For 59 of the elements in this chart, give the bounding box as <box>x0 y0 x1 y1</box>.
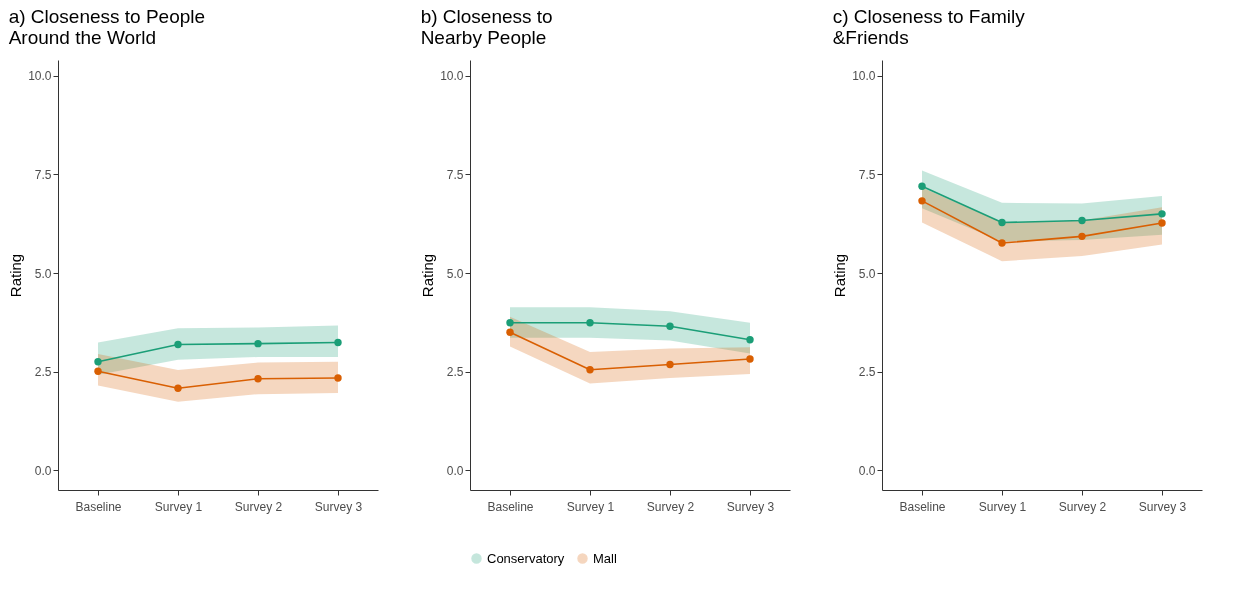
legend-label: Conservatory <box>487 550 565 566</box>
x-tick-label: Survey 2 <box>1058 499 1107 514</box>
point <box>998 218 1006 227</box>
x-tick-label: Baseline <box>487 499 534 514</box>
point <box>746 355 754 363</box>
y-axis-title: Rating <box>7 253 25 298</box>
y-axis-title: Rating <box>831 253 849 298</box>
point <box>586 319 594 327</box>
y-tick-label: 10.0 <box>440 69 464 84</box>
y-tick-label: 7.5 <box>446 167 464 182</box>
x-tick-label: Survey 1 <box>154 499 203 514</box>
point <box>174 384 182 392</box>
point <box>586 365 594 374</box>
y-tick-label: 2.5 <box>446 365 464 380</box>
point <box>918 197 926 205</box>
x-tick-label: Survey 1 <box>978 499 1027 514</box>
y-tick-label: 10.0 <box>852 69 876 84</box>
point <box>254 375 262 383</box>
point <box>746 336 754 344</box>
point <box>666 360 674 369</box>
y-tick-label: 5.0 <box>446 266 464 281</box>
point <box>506 319 514 327</box>
legend-label: Mall <box>593 550 617 566</box>
point <box>666 322 674 330</box>
chart-title: b) Closeness to Nearby People <box>420 6 553 48</box>
y-tick-label: 7.5 <box>34 167 52 182</box>
chart-title: a) Closeness to People Around the World <box>8 6 206 48</box>
y-tick-label: 10.0 <box>28 69 52 84</box>
x-tick-label: Survey 3 <box>726 499 775 514</box>
point <box>94 358 102 366</box>
point <box>334 338 342 347</box>
y-tick-label: 7.5 <box>858 167 876 182</box>
y-tick-label: 2.5 <box>34 365 52 380</box>
point <box>918 182 926 190</box>
point <box>254 339 262 348</box>
point <box>174 340 182 349</box>
y-tick-label: 2.5 <box>858 365 876 380</box>
point <box>998 239 1006 247</box>
y-tick-label: 0.0 <box>446 463 464 478</box>
x-tick-label: Survey 3 <box>1138 499 1187 514</box>
y-axis-title: Rating <box>419 253 437 298</box>
point <box>1078 232 1086 241</box>
x-tick-label: Baseline <box>899 499 946 514</box>
x-tick-label: Baseline <box>75 499 122 514</box>
y-tick-label: 5.0 <box>858 266 876 281</box>
x-tick-label: Survey 1 <box>566 499 615 514</box>
point <box>506 328 514 336</box>
point <box>334 374 342 382</box>
y-tick-label: 0.0 <box>34 463 52 478</box>
x-tick-label: Survey 2 <box>646 499 695 514</box>
x-tick-label: Survey 2 <box>234 499 283 514</box>
y-tick-label: 5.0 <box>34 266 52 281</box>
point <box>94 367 102 375</box>
point <box>1078 216 1086 225</box>
point <box>1158 210 1166 218</box>
point <box>1158 219 1166 227</box>
y-tick-label: 0.0 <box>858 463 876 478</box>
x-tick-label: Survey 3 <box>314 499 363 514</box>
chart-title: c) Closeness to Family &Friends <box>832 6 1026 48</box>
